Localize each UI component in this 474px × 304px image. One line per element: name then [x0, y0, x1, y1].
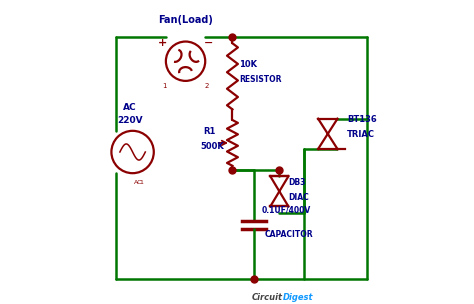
Text: RESISTOR: RESISTOR	[239, 75, 282, 85]
Text: TRIAC: TRIAC	[347, 130, 375, 139]
Text: 0.1UF/400V: 0.1UF/400V	[261, 206, 310, 215]
Text: AC: AC	[134, 180, 143, 185]
Text: 1: 1	[162, 84, 167, 89]
Text: Fan(Load): Fan(Load)	[158, 16, 213, 26]
Text: BT136: BT136	[347, 115, 377, 124]
Text: AC: AC	[123, 103, 137, 112]
Text: DB3: DB3	[288, 178, 305, 187]
Text: DIAC: DIAC	[288, 193, 309, 202]
Text: 500K: 500K	[201, 142, 224, 151]
Text: CAPACITOR: CAPACITOR	[264, 230, 313, 239]
Text: 220V: 220V	[117, 116, 142, 125]
Text: 10K: 10K	[239, 60, 257, 69]
Text: 2: 2	[205, 84, 209, 89]
Text: R1: R1	[204, 127, 216, 136]
Text: −: −	[203, 38, 213, 48]
Text: +: +	[158, 38, 167, 48]
Text: Circuit: Circuit	[251, 293, 283, 302]
Text: 1: 1	[139, 180, 143, 185]
Text: Digest: Digest	[283, 293, 313, 302]
